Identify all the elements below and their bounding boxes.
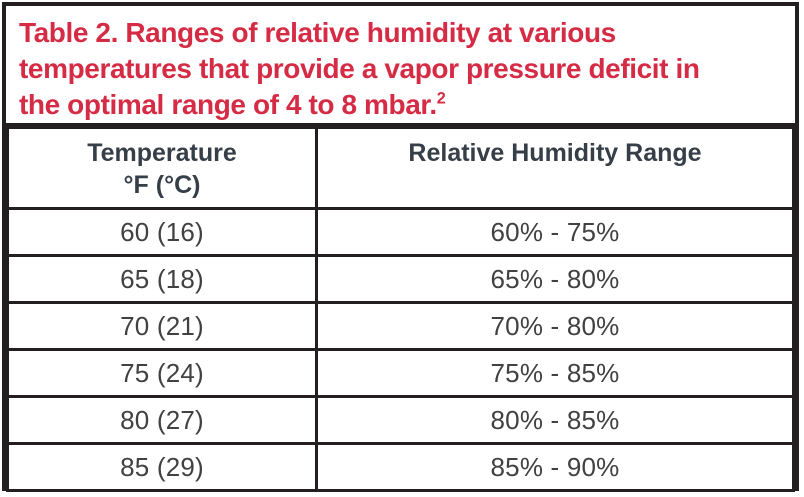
table-frame: Table 2. Ranges of relative humidity at … (2, 2, 799, 492)
footnote-reference: 2 (436, 89, 446, 108)
humidity-cell: 75% - 85% (315, 348, 795, 398)
temperature-header-title: Temperature (87, 139, 237, 167)
temperature-header-units: °F (°C) (123, 171, 201, 199)
temperature-cell: 85 (29) (6, 442, 318, 492)
temperature-cell: 75 (24) (6, 348, 318, 398)
table-row: 85 (29) 85% - 90% (6, 442, 795, 492)
table-row: 70 (21) 70% - 80% (6, 301, 795, 351)
temperature-cell: 80 (27) (6, 395, 318, 445)
table-caption: Table 2. Ranges of relative humidity at … (6, 6, 795, 126)
table-caption-line-1: Table 2. Ranges of relative humidity at … (19, 17, 616, 48)
table-caption-line-2: temperatures that provide a vapor pressu… (19, 53, 700, 84)
table-row: 75 (24) 75% - 85% (6, 348, 795, 398)
humidity-cell: 65% - 80% (315, 254, 795, 304)
humidity-table: Temperature °F (°C) Relative Humidity Ra… (6, 126, 795, 492)
temperature-cell: 65 (18) (6, 254, 318, 304)
humidity-cell: 60% - 75% (315, 207, 795, 257)
column-header-temperature: Temperature °F (°C) (6, 126, 318, 210)
humidity-cell: 70% - 80% (315, 301, 795, 351)
table-row: 60 (16) 60% - 75% (6, 207, 795, 257)
temperature-cell: 70 (21) (6, 301, 318, 351)
table-row: 65 (18) 65% - 80% (6, 254, 795, 304)
table-header-row: Temperature °F (°C) Relative Humidity Ra… (6, 126, 795, 210)
column-header-humidity: Relative Humidity Range (315, 126, 795, 210)
table-caption-line-3-text: the optimal range of 4 to 8 mbar. (19, 89, 437, 120)
table-caption-line-3: the optimal range of 4 to 8 mbar.2 (19, 87, 781, 123)
humidity-cell: 85% - 90% (315, 442, 795, 492)
table-row: 80 (27) 80% - 85% (6, 395, 795, 445)
temperature-cell: 60 (16) (6, 207, 318, 257)
humidity-cell: 80% - 85% (315, 395, 795, 445)
